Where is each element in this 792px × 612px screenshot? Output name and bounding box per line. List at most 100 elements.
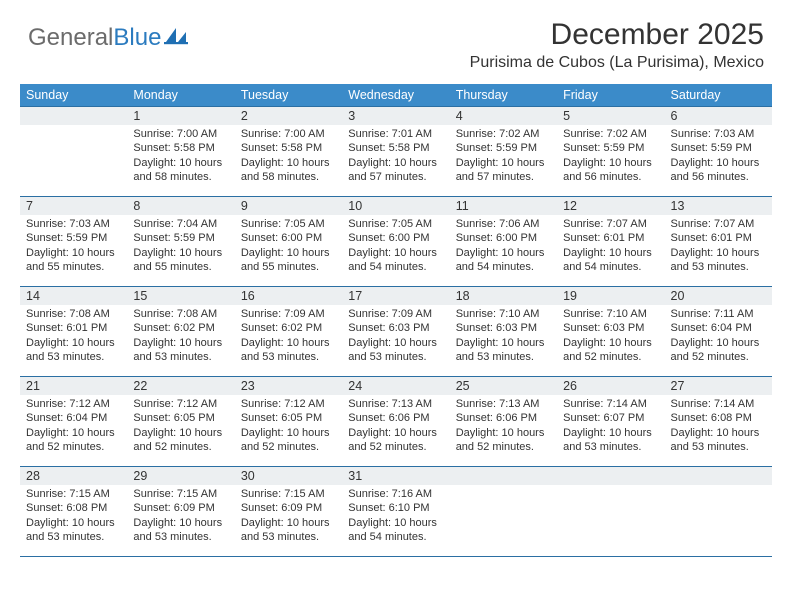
calendar-cell: 13Sunrise: 7:07 AMSunset: 6:01 PMDayligh… [665, 197, 772, 287]
day-number: 20 [665, 287, 772, 305]
calendar-cell: 10Sunrise: 7:05 AMSunset: 6:00 PMDayligh… [342, 197, 449, 287]
day-details: Sunrise: 7:08 AMSunset: 6:02 PMDaylight:… [127, 305, 234, 370]
calendar-week-row: 14Sunrise: 7:08 AMSunset: 6:01 PMDayligh… [20, 287, 772, 377]
calendar-cell: 31Sunrise: 7:16 AMSunset: 6:10 PMDayligh… [342, 467, 449, 557]
day-details: Sunrise: 7:03 AMSunset: 5:59 PMDaylight:… [665, 125, 772, 190]
calendar-cell: 7Sunrise: 7:03 AMSunset: 5:59 PMDaylight… [20, 197, 127, 287]
dayname-header: Tuesday [235, 84, 342, 107]
calendar-week-row: 1Sunrise: 7:00 AMSunset: 5:58 PMDaylight… [20, 107, 772, 197]
calendar-cell: 18Sunrise: 7:10 AMSunset: 6:03 PMDayligh… [450, 287, 557, 377]
calendar-cell: 4Sunrise: 7:02 AMSunset: 5:59 PMDaylight… [450, 107, 557, 197]
header: GeneralBlue December 2025 Purisima de Cu… [0, 0, 792, 76]
dayname-header: Wednesday [342, 84, 449, 107]
day-details: Sunrise: 7:12 AMSunset: 6:05 PMDaylight:… [235, 395, 342, 460]
calendar-cell: 25Sunrise: 7:13 AMSunset: 6:06 PMDayligh… [450, 377, 557, 467]
day-number: 17 [342, 287, 449, 305]
dayname-header: Saturday [665, 84, 772, 107]
calendar-cell [665, 467, 772, 557]
day-details: Sunrise: 7:12 AMSunset: 6:05 PMDaylight:… [127, 395, 234, 460]
logo-text-a: General [28, 24, 113, 51]
day-number: 11 [450, 197, 557, 215]
calendar-cell: 12Sunrise: 7:07 AMSunset: 6:01 PMDayligh… [557, 197, 664, 287]
day-number: 8 [127, 197, 234, 215]
day-details: Sunrise: 7:06 AMSunset: 6:00 PMDaylight:… [450, 215, 557, 280]
calendar-cell: 3Sunrise: 7:01 AMSunset: 5:58 PMDaylight… [342, 107, 449, 197]
day-number: 21 [20, 377, 127, 395]
day-details: Sunrise: 7:14 AMSunset: 6:07 PMDaylight:… [557, 395, 664, 460]
day-number: 31 [342, 467, 449, 485]
day-number-empty [557, 467, 664, 485]
dayname-header: Thursday [450, 84, 557, 107]
calendar-week-row: 7Sunrise: 7:03 AMSunset: 5:59 PMDaylight… [20, 197, 772, 287]
day-details: Sunrise: 7:00 AMSunset: 5:58 PMDaylight:… [127, 125, 234, 190]
day-number: 24 [342, 377, 449, 395]
dayname-header: Friday [557, 84, 664, 107]
day-details: Sunrise: 7:08 AMSunset: 6:01 PMDaylight:… [20, 305, 127, 370]
day-number: 12 [557, 197, 664, 215]
calendar-cell [557, 467, 664, 557]
calendar-cell: 5Sunrise: 7:02 AMSunset: 5:59 PMDaylight… [557, 107, 664, 197]
day-number: 3 [342, 107, 449, 125]
day-details: Sunrise: 7:13 AMSunset: 6:06 PMDaylight:… [450, 395, 557, 460]
calendar-cell: 24Sunrise: 7:13 AMSunset: 6:06 PMDayligh… [342, 377, 449, 467]
day-details: Sunrise: 7:07 AMSunset: 6:01 PMDaylight:… [557, 215, 664, 280]
day-details: Sunrise: 7:15 AMSunset: 6:09 PMDaylight:… [235, 485, 342, 550]
day-details: Sunrise: 7:05 AMSunset: 6:00 PMDaylight:… [235, 215, 342, 280]
day-number: 18 [450, 287, 557, 305]
calendar-cell: 30Sunrise: 7:15 AMSunset: 6:09 PMDayligh… [235, 467, 342, 557]
day-details: Sunrise: 7:02 AMSunset: 5:59 PMDaylight:… [557, 125, 664, 190]
calendar-week-row: 21Sunrise: 7:12 AMSunset: 6:04 PMDayligh… [20, 377, 772, 467]
day-details: Sunrise: 7:14 AMSunset: 6:08 PMDaylight:… [665, 395, 772, 460]
calendar-cell [450, 467, 557, 557]
logo-text-b: Blue [113, 24, 161, 51]
day-number: 19 [557, 287, 664, 305]
calendar-cell: 2Sunrise: 7:00 AMSunset: 5:58 PMDaylight… [235, 107, 342, 197]
calendar-cell: 11Sunrise: 7:06 AMSunset: 6:00 PMDayligh… [450, 197, 557, 287]
day-details: Sunrise: 7:10 AMSunset: 6:03 PMDaylight:… [557, 305, 664, 370]
day-details: Sunrise: 7:16 AMSunset: 6:10 PMDaylight:… [342, 485, 449, 550]
day-number: 10 [342, 197, 449, 215]
day-details: Sunrise: 7:04 AMSunset: 5:59 PMDaylight:… [127, 215, 234, 280]
day-number: 9 [235, 197, 342, 215]
day-details: Sunrise: 7:00 AMSunset: 5:58 PMDaylight:… [235, 125, 342, 190]
logo: GeneralBlue [28, 24, 192, 52]
day-details: Sunrise: 7:09 AMSunset: 6:03 PMDaylight:… [342, 305, 449, 370]
day-details: Sunrise: 7:11 AMSunset: 6:04 PMDaylight:… [665, 305, 772, 370]
day-number: 23 [235, 377, 342, 395]
calendar-cell: 19Sunrise: 7:10 AMSunset: 6:03 PMDayligh… [557, 287, 664, 377]
day-number: 28 [20, 467, 127, 485]
day-details: Sunrise: 7:07 AMSunset: 6:01 PMDaylight:… [665, 215, 772, 280]
day-number: 29 [127, 467, 234, 485]
day-details: Sunrise: 7:09 AMSunset: 6:02 PMDaylight:… [235, 305, 342, 370]
calendar-table: SundayMondayTuesdayWednesdayThursdayFrid… [20, 84, 772, 557]
day-number: 27 [665, 377, 772, 395]
title-block: December 2025 Purisima de Cubos (La Puri… [470, 18, 764, 72]
page-title: December 2025 [470, 18, 764, 52]
calendar-cell: 22Sunrise: 7:12 AMSunset: 6:05 PMDayligh… [127, 377, 234, 467]
day-number: 15 [127, 287, 234, 305]
calendar-cell: 28Sunrise: 7:15 AMSunset: 6:08 PMDayligh… [20, 467, 127, 557]
calendar-cell: 9Sunrise: 7:05 AMSunset: 6:00 PMDaylight… [235, 197, 342, 287]
calendar-cell: 26Sunrise: 7:14 AMSunset: 6:07 PMDayligh… [557, 377, 664, 467]
calendar-cell: 8Sunrise: 7:04 AMSunset: 5:59 PMDaylight… [127, 197, 234, 287]
day-details: Sunrise: 7:03 AMSunset: 5:59 PMDaylight:… [20, 215, 127, 280]
day-number: 16 [235, 287, 342, 305]
day-number-empty [20, 107, 127, 125]
day-number: 7 [20, 197, 127, 215]
day-number: 2 [235, 107, 342, 125]
day-details: Sunrise: 7:02 AMSunset: 5:59 PMDaylight:… [450, 125, 557, 190]
sail-icon [164, 26, 192, 51]
dayname-header: Sunday [20, 84, 127, 107]
calendar-cell: 17Sunrise: 7:09 AMSunset: 6:03 PMDayligh… [342, 287, 449, 377]
calendar-cell: 1Sunrise: 7:00 AMSunset: 5:58 PMDaylight… [127, 107, 234, 197]
location-subtitle: Purisima de Cubos (La Purisima), Mexico [470, 54, 764, 72]
day-number: 1 [127, 107, 234, 125]
day-number: 4 [450, 107, 557, 125]
day-details: Sunrise: 7:12 AMSunset: 6:04 PMDaylight:… [20, 395, 127, 460]
day-number: 26 [557, 377, 664, 395]
calendar-cell: 14Sunrise: 7:08 AMSunset: 6:01 PMDayligh… [20, 287, 127, 377]
calendar-cell: 20Sunrise: 7:11 AMSunset: 6:04 PMDayligh… [665, 287, 772, 377]
day-number: 30 [235, 467, 342, 485]
day-number: 5 [557, 107, 664, 125]
day-number: 6 [665, 107, 772, 125]
